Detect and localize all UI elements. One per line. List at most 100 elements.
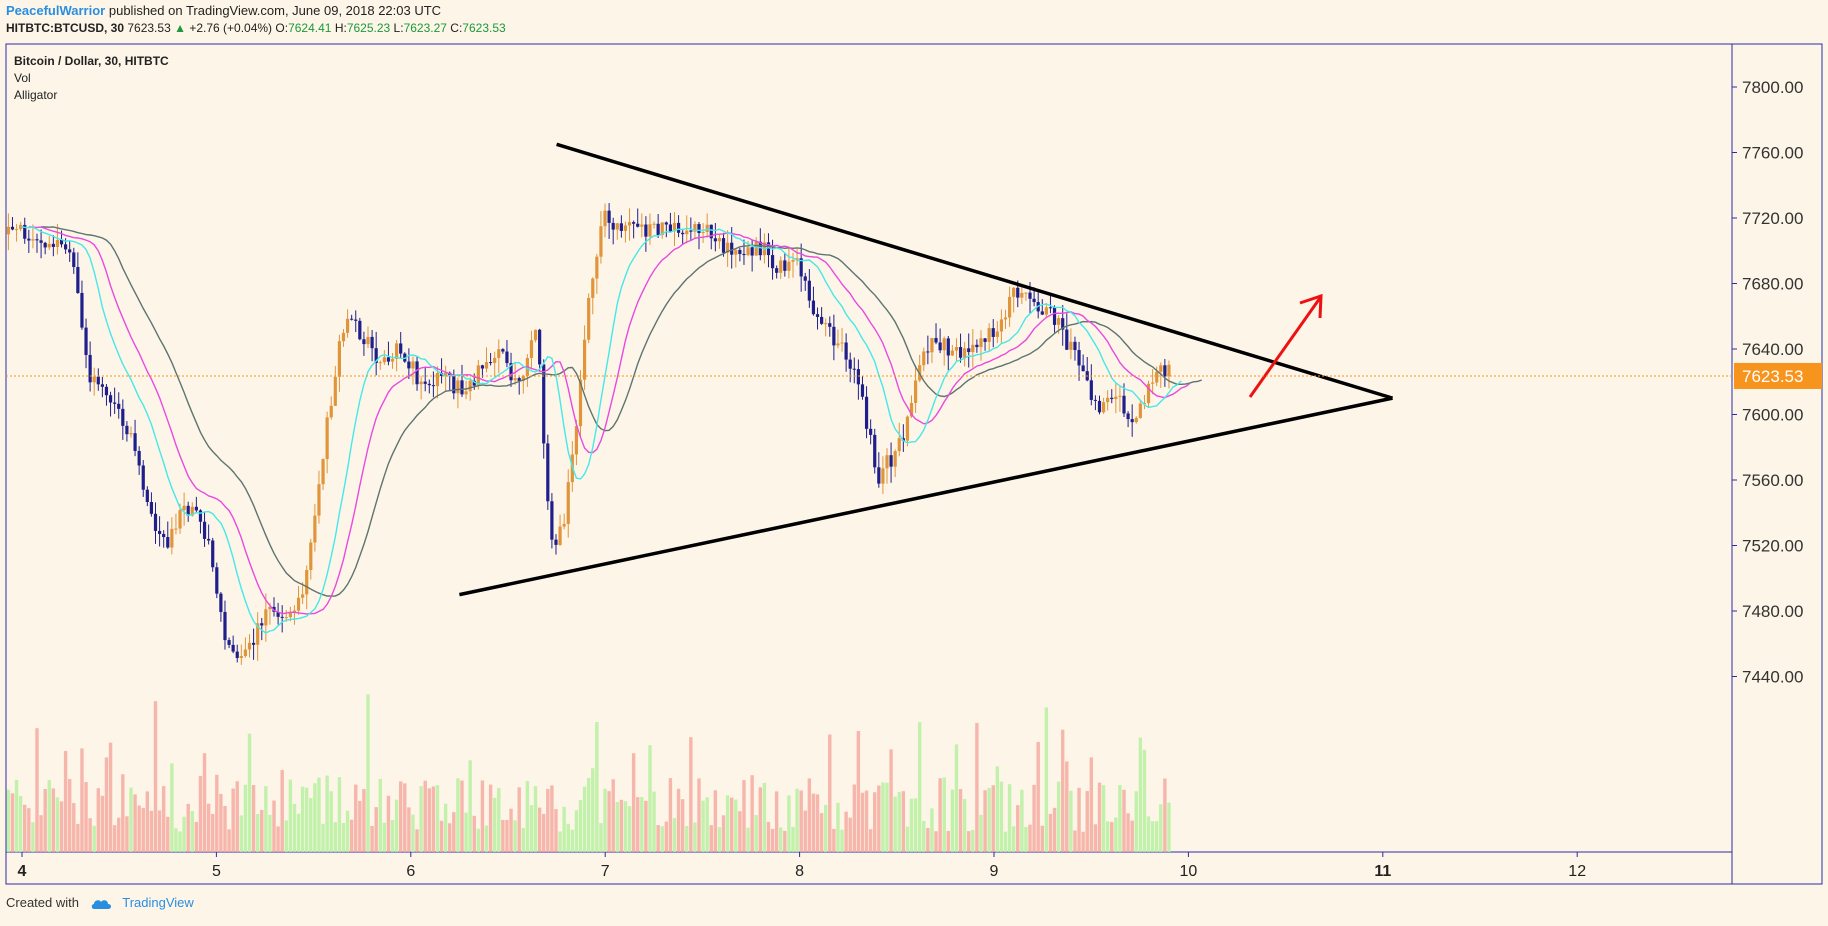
candle-body: [1057, 318, 1061, 325]
candle-body: [591, 278, 595, 298]
volume-bar: [917, 722, 922, 852]
volume-bar: [697, 778, 701, 852]
volume-bar: [284, 820, 288, 852]
candle-body: [390, 358, 395, 362]
candle-body: [366, 336, 370, 345]
tradingview-link[interactable]: TradingView: [122, 895, 194, 910]
candle-body: [104, 386, 109, 396]
volume-bar: [80, 748, 84, 852]
volume-bar: [987, 787, 991, 852]
candle-body: [1106, 397, 1110, 403]
breakout-arrow-shaft: [1248, 297, 1322, 398]
author-link[interactable]: PeacefulWarrior: [6, 3, 106, 18]
candle-body: [1016, 287, 1020, 298]
quote-line: HITBTC:BTCUSD, 30 7623.53 ▲ +2.76 (+0.04…: [6, 21, 506, 35]
candle-body: [1007, 296, 1012, 318]
candle-body: [538, 329, 542, 365]
candle-body: [1052, 307, 1057, 325]
candle-body: [832, 326, 836, 346]
current-price-label: 7623.53: [1742, 367, 1803, 386]
volume-bar: [247, 733, 252, 852]
candle-body: [23, 224, 27, 239]
candle-body: [317, 484, 321, 516]
volume-bar: [537, 807, 542, 852]
candle-body: [950, 350, 954, 356]
candle-body: [284, 617, 288, 619]
candle-body: [958, 347, 963, 358]
candle-body: [476, 365, 480, 386]
volume-bar: [492, 797, 497, 852]
candle-body: [1073, 341, 1077, 351]
candle-body: [574, 426, 579, 455]
volume-bar: [505, 820, 509, 852]
volume-bar: [268, 814, 272, 852]
volume-bar: [72, 803, 76, 852]
candle-body: [121, 408, 125, 426]
volume-bar: [1130, 820, 1134, 852]
candle-body: [1167, 364, 1171, 377]
candle-body: [730, 242, 734, 255]
volume-bar: [517, 787, 521, 852]
volume-bar: [619, 799, 624, 852]
volume-bar: [18, 795, 23, 852]
volume-bar: [938, 778, 942, 852]
candle-body: [178, 510, 182, 529]
volume-bar: [807, 778, 812, 852]
candle-body: [1089, 380, 1093, 400]
high-label: H:: [334, 21, 347, 35]
candle-body: [983, 338, 987, 342]
volume-bars: [6, 694, 1171, 852]
volume-bar: [893, 796, 897, 852]
y-tick-label: 7800.00: [1742, 78, 1803, 97]
volume-bar: [129, 787, 133, 852]
volume-bar: [100, 795, 105, 852]
x-tick-label: 6: [406, 863, 415, 880]
volume-bar: [149, 810, 154, 852]
volume-bar: [390, 820, 395, 852]
volume-bar: [742, 780, 746, 852]
candle-body: [1146, 383, 1151, 404]
candle-body: [791, 260, 795, 262]
candle-body: [27, 238, 31, 241]
candle-body: [836, 343, 840, 346]
candle-body: [51, 243, 55, 247]
y-tick-label: 7680.00: [1742, 275, 1803, 294]
volume-bar: [701, 800, 705, 852]
volume-bar: [472, 815, 476, 852]
volume-bar: [35, 728, 39, 852]
volume-bar: [198, 776, 203, 852]
volume-bar: [260, 809, 264, 852]
volume-bar: [178, 831, 182, 852]
candle-body: [100, 384, 104, 387]
volume-bar: [186, 803, 190, 852]
candle-body: [934, 338, 938, 343]
volume-bar: [770, 828, 775, 852]
candle-body: [860, 384, 865, 397]
candle-body: [333, 376, 337, 406]
candle-body: [795, 258, 799, 261]
volume-bar: [591, 768, 595, 852]
candle-body: [640, 224, 644, 227]
volume-bar: [1093, 824, 1098, 852]
volume-bar: [215, 774, 219, 852]
candle-body: [889, 455, 893, 467]
change-text: +2.76 (+0.04%): [189, 21, 273, 35]
candle-body: [603, 210, 607, 227]
candle-body: [754, 241, 758, 256]
volume-bar: [542, 813, 546, 852]
candle-body: [513, 378, 517, 381]
candle-body: [501, 349, 505, 352]
chart-outer-frame: [5, 43, 1823, 885]
volume-bar: [750, 775, 754, 852]
candle-body: [493, 357, 497, 363]
volume-bar: [758, 787, 763, 852]
open-value: 7624.41: [288, 21, 332, 35]
volume-bar: [648, 745, 652, 852]
volume-bar: [112, 825, 117, 852]
candle-body: [472, 380, 476, 386]
candle-body: [1134, 417, 1138, 423]
volume-bar: [104, 757, 109, 852]
candle-body: [877, 467, 881, 484]
